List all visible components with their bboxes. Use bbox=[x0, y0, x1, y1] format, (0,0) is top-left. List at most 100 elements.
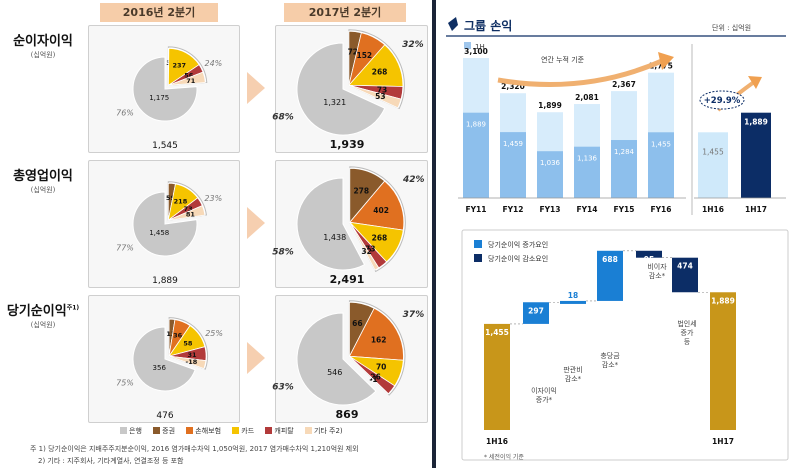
waterfall-category-label: 감소* bbox=[565, 375, 582, 383]
pie-bank-percent: 68% bbox=[272, 113, 294, 123]
pie-charts: 323756711,17576%24%1,5457215226873531,32… bbox=[116, 29, 425, 421]
footnote-1: 주 1) 당기순이익은 지배주주지분순이익, 2016 염가매수차익 1,050… bbox=[30, 445, 359, 453]
legend-item-bank: 은행 bbox=[120, 426, 142, 436]
x-tick-label: 1H17 bbox=[712, 437, 734, 446]
trend-arrow-icon bbox=[497, 57, 666, 87]
row-unit: (십억원) bbox=[30, 321, 56, 329]
row-title-text: 총영업이익 bbox=[13, 169, 73, 184]
pie-slice-bank bbox=[132, 191, 198, 257]
row-title-operating: 총영업이익 (십억원) bbox=[4, 165, 82, 195]
pie-slice-label: 72 bbox=[348, 47, 358, 56]
pie-slice-기타 bbox=[349, 222, 380, 271]
pie-slice-label: 218 bbox=[174, 197, 188, 205]
bar-total-label: 2,081 bbox=[575, 93, 599, 102]
pie-slice-label: 26 bbox=[370, 373, 380, 382]
pie-slice-기타 bbox=[349, 355, 389, 395]
pie-bank-label: 546 bbox=[327, 368, 342, 377]
row-unit: (십억원) bbox=[30, 186, 56, 194]
bar-1h-label: 1,455 bbox=[651, 140, 671, 148]
pie-slice-bank bbox=[132, 56, 198, 122]
bar-1h bbox=[574, 146, 600, 198]
footnote-2: 2) 기타 : 지주회사, 기타계열사, 연결조정 등 포함 bbox=[38, 457, 184, 465]
panel-divider bbox=[432, 0, 436, 468]
bar-1h bbox=[463, 112, 489, 198]
pie-slice-label: 73 bbox=[184, 205, 193, 213]
waterfall-value-label: 474 bbox=[677, 262, 693, 271]
growth-label: +29.9% bbox=[704, 96, 741, 106]
pie-slice-label: 32 bbox=[361, 247, 371, 256]
bar-total-label: 1,899 bbox=[538, 101, 562, 110]
waterfall-bar bbox=[636, 250, 662, 258]
pie-bank-percent: 77% bbox=[116, 243, 134, 252]
segment-pie-panel: 2016년 2분기 2017년 2분기 순이자이익 (십억원) 총영업이익 (십… bbox=[4, 3, 428, 465]
pie-total: 1,939 bbox=[330, 138, 365, 151]
waterfall-value-label: 95 bbox=[644, 255, 654, 264]
legend-decrease-label: 당기순이익 감소요인 bbox=[488, 254, 548, 263]
bar-1h-compare bbox=[741, 112, 771, 198]
bar-1h-label: 1,284 bbox=[614, 148, 635, 156]
legend-item-securities: 증권 bbox=[153, 426, 175, 436]
half-year-bar-chart: 1,455 1H16 1,889 1H17 +29.9% bbox=[694, 76, 786, 214]
pie-slice-label: 31 bbox=[187, 351, 197, 359]
pie-other-percent: 25% bbox=[205, 329, 223, 338]
legend-item-other: 기타 주2) bbox=[304, 426, 343, 436]
pie-slice-bank bbox=[296, 312, 377, 406]
waterfall-category-label: 법인세 bbox=[677, 319, 696, 328]
pie-bank-percent: 75% bbox=[116, 378, 134, 387]
bar-1h-compare bbox=[698, 132, 728, 198]
x-tick-label: FY12 bbox=[503, 205, 524, 214]
pie-slice-label: 268 bbox=[372, 233, 388, 242]
bar-value-label: 1,455 bbox=[702, 147, 724, 156]
pie-slice-label: 59 bbox=[166, 194, 176, 202]
x-tick-label: FY13 bbox=[540, 205, 561, 214]
waterfall-frame bbox=[461, 229, 789, 461]
legend-increase-swatch bbox=[474, 240, 482, 248]
unit-label: 단위 : 십억원 bbox=[712, 23, 751, 32]
pie-slice-label: 66 bbox=[352, 319, 362, 328]
bar-1h-label: 1,136 bbox=[577, 155, 598, 163]
pie-bank-percent: 76% bbox=[116, 108, 134, 117]
bar-1h bbox=[648, 132, 674, 198]
waterfall-value-label: 688 bbox=[602, 255, 618, 264]
pie-other-percent: 24% bbox=[205, 59, 223, 68]
bar-1h-label: 1,889 bbox=[466, 121, 486, 129]
pie-slice-기타 bbox=[168, 355, 207, 370]
waterfall-bar bbox=[597, 250, 623, 301]
group-income-charts: 그룹 손익 단위 : 십억원 1H 연간 누적 기준 * 세전이익 기준 3,1… bbox=[446, 17, 789, 461]
growth-badge bbox=[699, 90, 745, 110]
pie-slice-label: 53 bbox=[375, 92, 385, 101]
pie-slice-label: 81 bbox=[186, 211, 196, 219]
waterfall-category-label: 판관비 bbox=[563, 365, 582, 374]
trend-arrowhead-icon bbox=[658, 52, 674, 70]
bar-total-label: 2,367 bbox=[612, 80, 636, 89]
waterfall-category-label: 비이자 bbox=[647, 262, 667, 271]
bar-total-label: 2,320 bbox=[501, 82, 525, 91]
waterfall-category-label: 등 bbox=[684, 338, 691, 346]
annual-bar-chart: 3,100 1,889 FY11 2,320 1,459 FY12 1,899 1,036 FY… bbox=[458, 47, 686, 214]
waterfall-value-label: 18 bbox=[568, 291, 578, 300]
x-tick-label: 1H16 bbox=[486, 437, 508, 446]
x-tick-label: FY16 bbox=[651, 205, 672, 214]
logo-icon bbox=[448, 17, 458, 31]
arrow-right-icon bbox=[247, 342, 265, 374]
pie-slice-label: 268 bbox=[372, 67, 388, 76]
row-title-net-interest: 순이자이익 (십억원) bbox=[4, 30, 82, 60]
pie-total: 2,491 bbox=[330, 273, 365, 286]
pie-total: 869 bbox=[336, 408, 359, 421]
pie-slice-기타 bbox=[168, 205, 206, 221]
waterfall-category-label: 이자이익 bbox=[531, 386, 557, 395]
bar-1h-label: 1,459 bbox=[503, 140, 523, 148]
waterfall-category-label: 증가 bbox=[681, 328, 694, 337]
pie-bank-percent: 58% bbox=[272, 248, 294, 258]
pie-other-percent: 37% bbox=[403, 310, 425, 320]
x-tick-label: FY14 bbox=[577, 205, 598, 214]
waterfall-category-label: 감소* bbox=[649, 272, 666, 280]
waterfall-category-label: 충당금 bbox=[600, 351, 620, 360]
pie-slice-label: 73 bbox=[365, 244, 375, 253]
pie-slice-손해보험 bbox=[349, 180, 405, 231]
bar-1h bbox=[611, 140, 637, 198]
x-tick-label: 1H17 bbox=[745, 205, 767, 214]
